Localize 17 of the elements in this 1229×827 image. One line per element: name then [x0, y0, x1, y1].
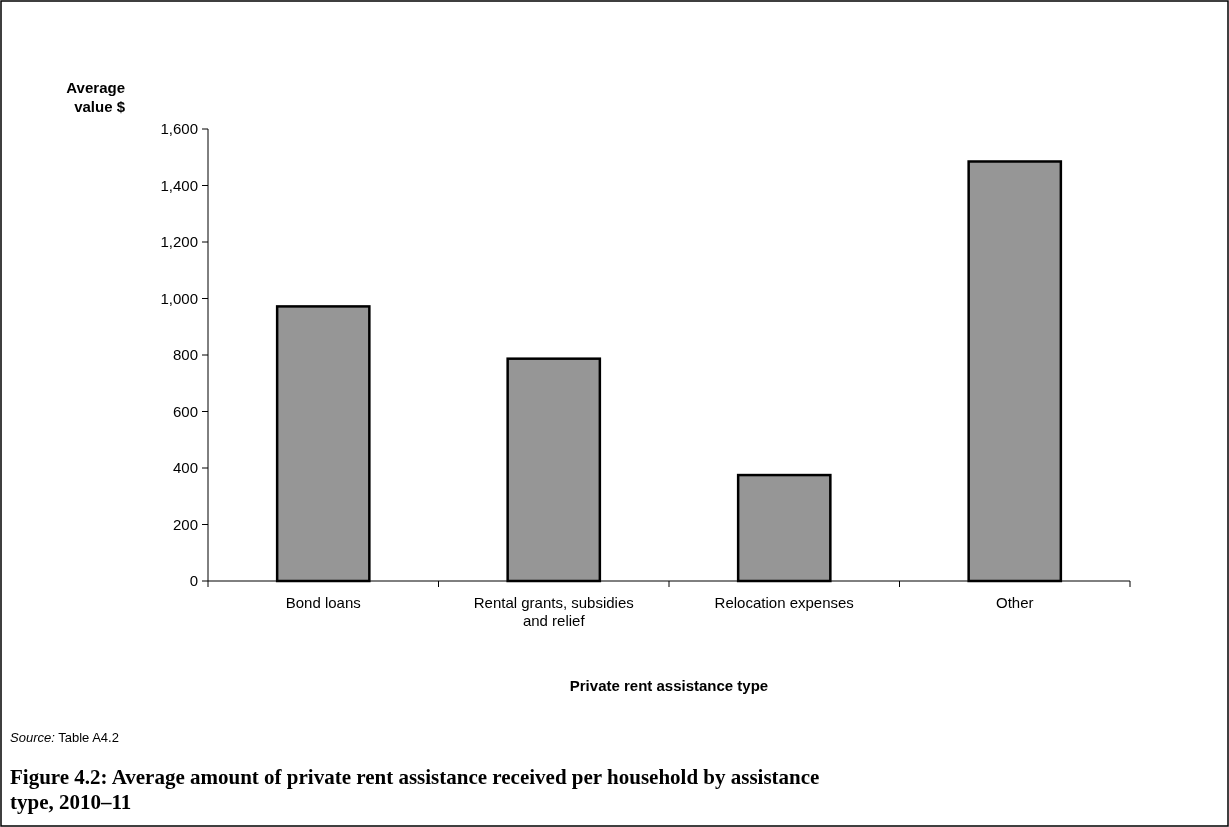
y-tick-label: 1,600 — [160, 120, 198, 138]
y-tick-label: 1,200 — [160, 233, 198, 251]
y-tick-label: 1,400 — [160, 176, 198, 194]
y-tick-label: 1,000 — [160, 289, 198, 307]
y-axis-title: Average value $ — [66, 79, 126, 115]
y-tick-label: 600 — [172, 402, 198, 420]
x-tick-label: Relocation expenses — [714, 594, 854, 611]
x-tick-label: Bond loans — [285, 594, 361, 611]
x-axis-title: Private rent assistance type — [569, 677, 769, 694]
y-tick-label: 200 — [172, 515, 198, 533]
y-tick-label: 400 — [172, 459, 198, 477]
y-tick-label: 800 — [172, 346, 198, 364]
source-note: Source: Table A4.2 — [10, 730, 119, 745]
text: Figure 4.2: Average amount of private rent assistance received per household by assistance type, 2010–11 — [10, 765, 820, 814]
x-tick-label: Rental grants, subsidies and relief — [473, 594, 634, 629]
y-tick-label: 0 — [189, 572, 198, 590]
x-tick-label: Other — [995, 594, 1034, 611]
